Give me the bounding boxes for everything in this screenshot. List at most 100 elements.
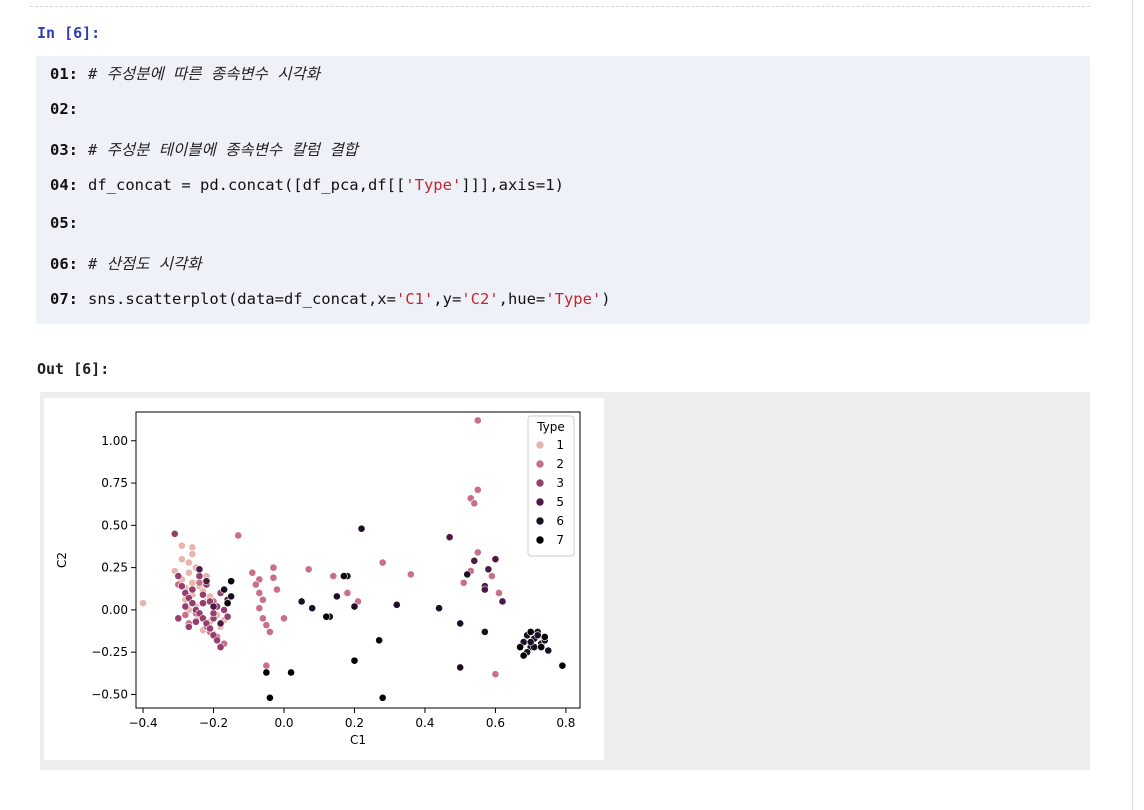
scatter-point-type-3 [206, 624, 214, 633]
scatter-point-type-6 [533, 631, 542, 640]
legend-marker-type-6 [535, 516, 545, 526]
scatter-point-type-6 [456, 619, 465, 628]
scatter-point-type-7 [287, 668, 295, 677]
code-cell[interactable]: 01: # 주성분에 따른 종속변수 시각화 02: 03: # 주성분 테이블에 종속… [36, 56, 1090, 324]
scatter-point-type-2 [473, 416, 482, 425]
scatter-point-type-3 [209, 609, 218, 618]
legend-label: 3 [556, 476, 564, 490]
line-number: 02: [50, 100, 78, 118]
scatter-point-type-2 [329, 572, 338, 580]
scatter-point-type-1 [184, 568, 193, 577]
scatter-point-type-2 [473, 485, 482, 494]
scatter-point-type-3 [188, 585, 197, 594]
scatter-point-type-1 [184, 558, 193, 567]
scatter-point-type-2 [251, 580, 260, 589]
scatter-point-type-6 [220, 585, 228, 594]
scatter-point-type-7 [537, 643, 546, 652]
scatter-point-type-7 [262, 668, 271, 677]
legend-label: 5 [556, 495, 564, 509]
legend-marker-type-5 [535, 497, 545, 507]
scatter-point-type-5 [470, 556, 479, 565]
scatter-point-type-3 [199, 590, 207, 599]
code-text: ,y= [433, 290, 462, 308]
scatter-point-type-3 [192, 617, 200, 626]
scatter-point-type-3 [177, 582, 186, 591]
code-comment: # 주성분에 따른 종속변수 시각화 [88, 65, 321, 83]
legend-title: Type [536, 420, 565, 434]
scatter-point-type-7 [540, 633, 549, 641]
scatter-point-type-1 [188, 550, 197, 558]
scatter-point-type-7 [378, 693, 387, 702]
scatter-point-type-3 [213, 636, 221, 645]
legend-label: 2 [556, 457, 564, 471]
scatter-point-type-3 [174, 572, 183, 580]
scatter-point-type-2 [459, 578, 468, 587]
scatter-point-type-3 [199, 599, 207, 608]
scatter-point-type-5 [202, 577, 211, 586]
scatter-point-type-6 [456, 663, 465, 672]
x-tick-label: −0.2 [199, 716, 228, 730]
input-prompt: In [6]: [37, 24, 101, 42]
legend-label: 6 [556, 514, 564, 528]
code-line: 03: # 주성분 테이블에 종속변수 칼럼 결합 [50, 138, 358, 160]
scatter-point-type-2 [488, 572, 496, 580]
scatter-point-type-5 [195, 565, 204, 574]
scatter-point-type-2 [266, 627, 274, 636]
scatter-point-type-2 [269, 563, 278, 572]
code-text: ,hue= [498, 290, 546, 308]
code-string: 'Type' [545, 290, 602, 308]
scatter-point-type-7 [266, 693, 274, 702]
scatter-point-type-2 [495, 589, 503, 597]
x-tick-label: −0.4 [128, 716, 157, 730]
line-number: 07: [50, 290, 78, 308]
y-axis-label: C2 [55, 552, 69, 568]
scatter-point-type-6 [332, 592, 341, 601]
line-number: 03: [50, 141, 78, 159]
code-string: 'C2' [461, 290, 499, 308]
x-axis-label: C1 [350, 733, 366, 747]
scatter-point-type-2 [195, 578, 204, 587]
scatter-point-type-2 [304, 565, 313, 574]
scatter-point-type-7 [227, 577, 236, 586]
scatter-plot: −0.4 −0.2 0.0 0.2 0.4 0.6 0.8 −0.50 −0.25 0.00 0.2… [55, 411, 581, 747]
y-tick-label: 0.50 [101, 518, 128, 532]
scatter-point-type-2 [273, 585, 281, 594]
scatter-point-type-7 [526, 627, 535, 636]
scatter-point-type-2 [343, 589, 352, 597]
scatter-point-type-7 [516, 643, 524, 652]
legend-marker-type-3 [535, 478, 545, 488]
line-number: 06: [50, 255, 78, 273]
scatter-point-type-6 [526, 638, 535, 646]
scatter-point-type-3 [220, 605, 228, 614]
scatter-point-type-6 [297, 597, 306, 606]
code-string: 'Type' [405, 176, 462, 194]
scatter-point-type-7 [322, 612, 331, 621]
code-comment: # 산점도 시각화 [88, 255, 202, 273]
scatter-point-type-7 [519, 651, 528, 660]
code-text: ]]],axis=1) [461, 176, 564, 194]
scatter-point-type-2 [280, 614, 288, 623]
scatter-point-type-6 [227, 592, 236, 601]
scatter-point-type-2 [491, 670, 500, 679]
scatter-point-type-2 [262, 621, 271, 630]
y-tick-label: 0.00 [101, 603, 128, 617]
y-tick-label: −0.25 [91, 645, 128, 659]
scatter-point-type-6 [357, 524, 366, 533]
scatter-point-type-5 [209, 602, 218, 611]
code-line: 01: # 주성분에 따른 종속변수 시각화 [50, 62, 320, 84]
code-comment: # 주성분 테이블에 종속변수 칼럼 결합 [88, 141, 358, 159]
page-edge-rule [1132, 0, 1133, 810]
x-tick-label: 0.8 [556, 716, 575, 730]
scatter-point-type-1 [188, 578, 197, 587]
scatter-point-type-3 [195, 572, 204, 580]
scatter-point-type-6 [480, 627, 489, 636]
scatter-point-type-2 [181, 611, 190, 619]
code-text: sns.scatterplot(data=df_concat,x= [88, 290, 396, 308]
legend-marker-type-1 [535, 440, 545, 450]
scatter-point-type-3 [216, 643, 225, 652]
scatter-point-type-2 [248, 568, 257, 577]
scatter-point-type-6 [350, 602, 359, 611]
x-tick-label: 0.0 [274, 716, 293, 730]
code-string: 'C1' [395, 290, 434, 308]
cell-separator [30, 6, 1090, 7]
